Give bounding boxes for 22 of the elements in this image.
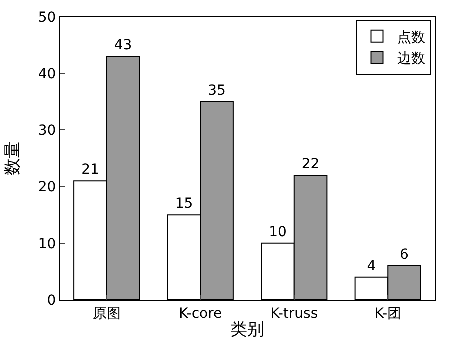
legend-label: 点数: [397, 30, 426, 46]
data-label: 6: [400, 247, 410, 264]
x-tick-label: K-core: [179, 306, 222, 322]
data-label: 22: [302, 156, 320, 172]
y-axis-title: 数量: [2, 142, 23, 176]
x-tick-label: 原图: [92, 306, 121, 322]
data-label: 35: [208, 82, 226, 99]
data-label: 15: [175, 196, 194, 212]
y-tick-label: 40: [38, 66, 56, 82]
x-tick-label: K-truss: [270, 306, 318, 322]
y-tick-label: 50: [38, 10, 56, 26]
y-tick-label: 20: [38, 180, 56, 196]
y-tick-label: 30: [38, 123, 56, 140]
data-label: 21: [82, 162, 100, 178]
x-axis-title: 类别: [230, 320, 264, 340]
y-tick-label: 10: [38, 236, 56, 252]
data-label: 4: [367, 258, 376, 274]
data-label: 10: [269, 224, 287, 240]
x-tick-label: K-团: [374, 306, 402, 322]
data-label: 43: [114, 38, 132, 54]
y-tick-label: 0: [47, 292, 56, 309]
legend-label: 边数: [397, 51, 426, 68]
